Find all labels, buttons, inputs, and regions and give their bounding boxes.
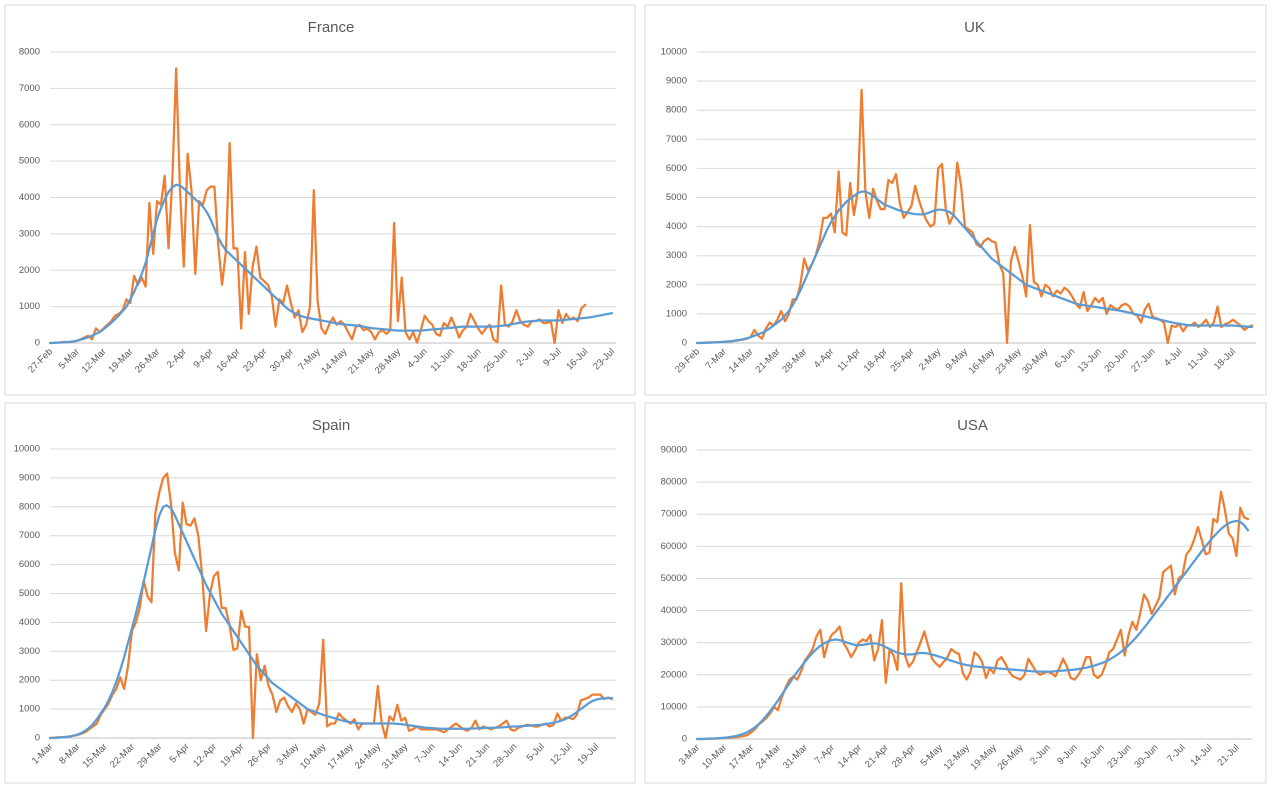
data-line bbox=[48, 183, 614, 345]
y-tick-label: 8000 bbox=[666, 105, 687, 116]
chart-title: France bbox=[308, 19, 355, 36]
y-tick-label: 9000 bbox=[666, 76, 687, 87]
y-tick-label: 6000 bbox=[19, 559, 40, 570]
data-line bbox=[48, 504, 614, 740]
y-tick-label: 30000 bbox=[661, 637, 687, 648]
y-tick-label: 3000 bbox=[19, 646, 40, 657]
data-line bbox=[695, 490, 1250, 741]
panel: Spain 0 1000 2000 3000 4000 5000 6000 7000 8000 90… bbox=[4, 402, 636, 784]
y-tick-label: 10000 bbox=[661, 701, 687, 712]
y-tick-label: 3000 bbox=[19, 228, 40, 239]
panel: USA 0 10000 20000 30000 40000 50000 60000 70000 8… bbox=[644, 402, 1267, 784]
y-tick-label: 5000 bbox=[666, 192, 687, 203]
y-tick-label: 6000 bbox=[19, 119, 40, 130]
y-tick-label: 2000 bbox=[19, 675, 40, 686]
panel: UK 0 1000 2000 3000 4000 5000 6000 7000 8000 9000 1… bbox=[644, 4, 1267, 396]
y-tick-label: 7000 bbox=[19, 530, 40, 541]
y-tick-label: 8000 bbox=[19, 501, 40, 512]
y-tick-label: 0 bbox=[682, 734, 687, 745]
y-tick-label: 5000 bbox=[19, 588, 40, 599]
y-tick-label: 10000 bbox=[14, 444, 40, 455]
y-tick-label: 1000 bbox=[19, 704, 40, 715]
y-tick-label: 1000 bbox=[19, 301, 40, 312]
y-tick-label: 0 bbox=[682, 338, 687, 349]
y-tick-label: 2000 bbox=[666, 279, 687, 290]
y-tick-label: 40000 bbox=[661, 605, 687, 616]
chart-title: USA bbox=[957, 417, 988, 434]
y-tick-label: 20000 bbox=[661, 669, 687, 680]
y-tick-label: 5000 bbox=[19, 156, 40, 167]
y-tick-label: 70000 bbox=[661, 509, 687, 520]
y-tick-label: 60000 bbox=[661, 541, 687, 552]
y-tick-label: 7000 bbox=[666, 134, 687, 145]
y-tick-label: 3000 bbox=[666, 250, 687, 261]
y-tick-label: 6000 bbox=[666, 163, 687, 174]
y-tick-label: 10000 bbox=[661, 47, 687, 58]
y-tick-label: 7000 bbox=[19, 83, 40, 94]
data-line bbox=[695, 190, 1254, 345]
y-tick-label: 4000 bbox=[19, 192, 40, 203]
panel-frame bbox=[4, 4, 636, 396]
panel: France0100020003000400050006000700080002… bbox=[4, 4, 636, 396]
y-tick-label: 4000 bbox=[666, 221, 687, 232]
chart-title: Spain bbox=[312, 417, 350, 434]
y-tick-label: 1000 bbox=[666, 308, 687, 319]
y-tick-label: 90000 bbox=[661, 445, 687, 456]
y-tick-label: 80000 bbox=[661, 477, 687, 488]
y-tick-label: 8000 bbox=[19, 47, 40, 58]
y-tick-label: 0 bbox=[35, 338, 40, 349]
y-tick-label: 0 bbox=[35, 733, 40, 744]
panel-frame bbox=[644, 402, 1267, 784]
y-tick-label: 9000 bbox=[19, 472, 40, 483]
y-tick-label: 50000 bbox=[661, 573, 687, 584]
y-tick-label: 4000 bbox=[19, 617, 40, 628]
chart-title: UK bbox=[964, 19, 985, 36]
data-line bbox=[695, 519, 1250, 741]
y-tick-label: 2000 bbox=[19, 265, 40, 276]
